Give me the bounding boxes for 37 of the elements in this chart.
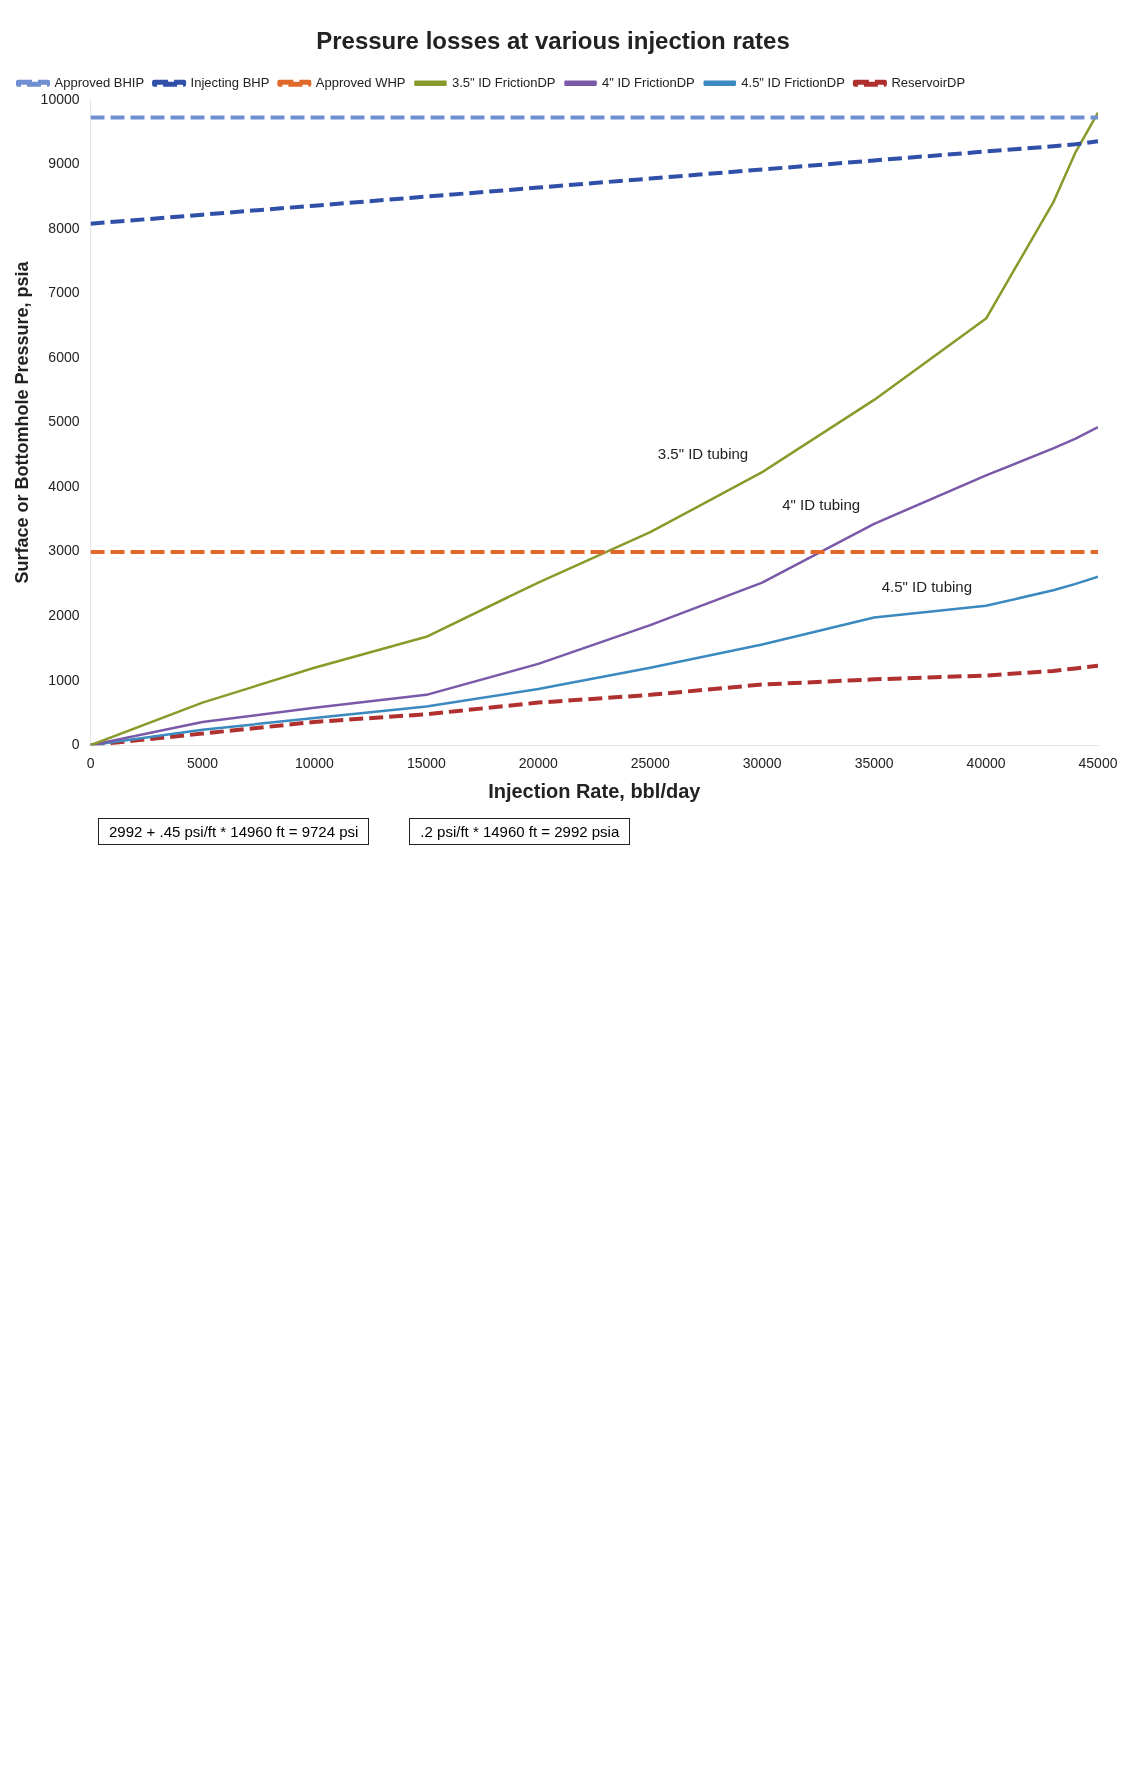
y-tick-label: 10000 xyxy=(40,90,80,107)
y-tick-label: 2000 xyxy=(48,606,80,623)
legend-label: ReservoirDP xyxy=(891,74,966,90)
legend-label: 4.5" ID FrictionDP xyxy=(741,74,845,90)
legend-label: Injecting BHP xyxy=(190,74,270,90)
x-tick-label: 45000 xyxy=(1078,755,1118,772)
chart-title: Pressure losses at various injection rates xyxy=(316,27,790,55)
x-tick-label: 35000 xyxy=(854,755,894,772)
y-tick-label: 6000 xyxy=(48,348,80,365)
legend-label: Approved BHIP xyxy=(54,74,145,90)
annotation: 3.5" ID tubing xyxy=(657,444,749,462)
x-tick-label: 25000 xyxy=(630,755,670,772)
x-axis-title: Injection Rate, bbl/day xyxy=(488,779,702,802)
text: 2992 + .45 psi/ft * 14960 ft = 9724 psi xyxy=(98,818,370,845)
y-tick-label: 1000 xyxy=(48,671,80,688)
y-axis-title: Surface or Bottomhole Pressure, psia xyxy=(11,260,32,584)
legend-label: Approved WHP xyxy=(315,74,406,90)
y-tick-label: 0 xyxy=(71,736,80,753)
y-tick-label: 7000 xyxy=(48,284,80,301)
y-tick-label: 4000 xyxy=(48,477,80,494)
x-tick-label: 0 xyxy=(86,755,95,772)
line-series xyxy=(90,139,1098,226)
annotation: 4" ID tubing xyxy=(782,496,861,514)
x-tick-label: 40000 xyxy=(966,755,1006,772)
x-tick-label: 5000 xyxy=(186,755,219,772)
y-tick-label: 3000 xyxy=(48,542,80,559)
x-tick-label: 10000 xyxy=(294,755,335,772)
legend-label: 3.5" ID FrictionDP xyxy=(451,74,556,90)
x-tick-label: 20000 xyxy=(518,755,558,772)
text: .2 psi/ft * 14960 ft = 2992 psia xyxy=(409,818,631,845)
y-tick-label: 8000 xyxy=(48,219,80,236)
annotation: 4.5" ID tubing xyxy=(881,578,973,596)
legend-label: 4" ID FrictionDP xyxy=(602,74,695,90)
y-tick-label: 9000 xyxy=(48,155,80,172)
y-tick-label: 5000 xyxy=(48,413,80,430)
x-tick-label: 15000 xyxy=(406,755,447,772)
x-tick-label: 30000 xyxy=(742,755,782,772)
